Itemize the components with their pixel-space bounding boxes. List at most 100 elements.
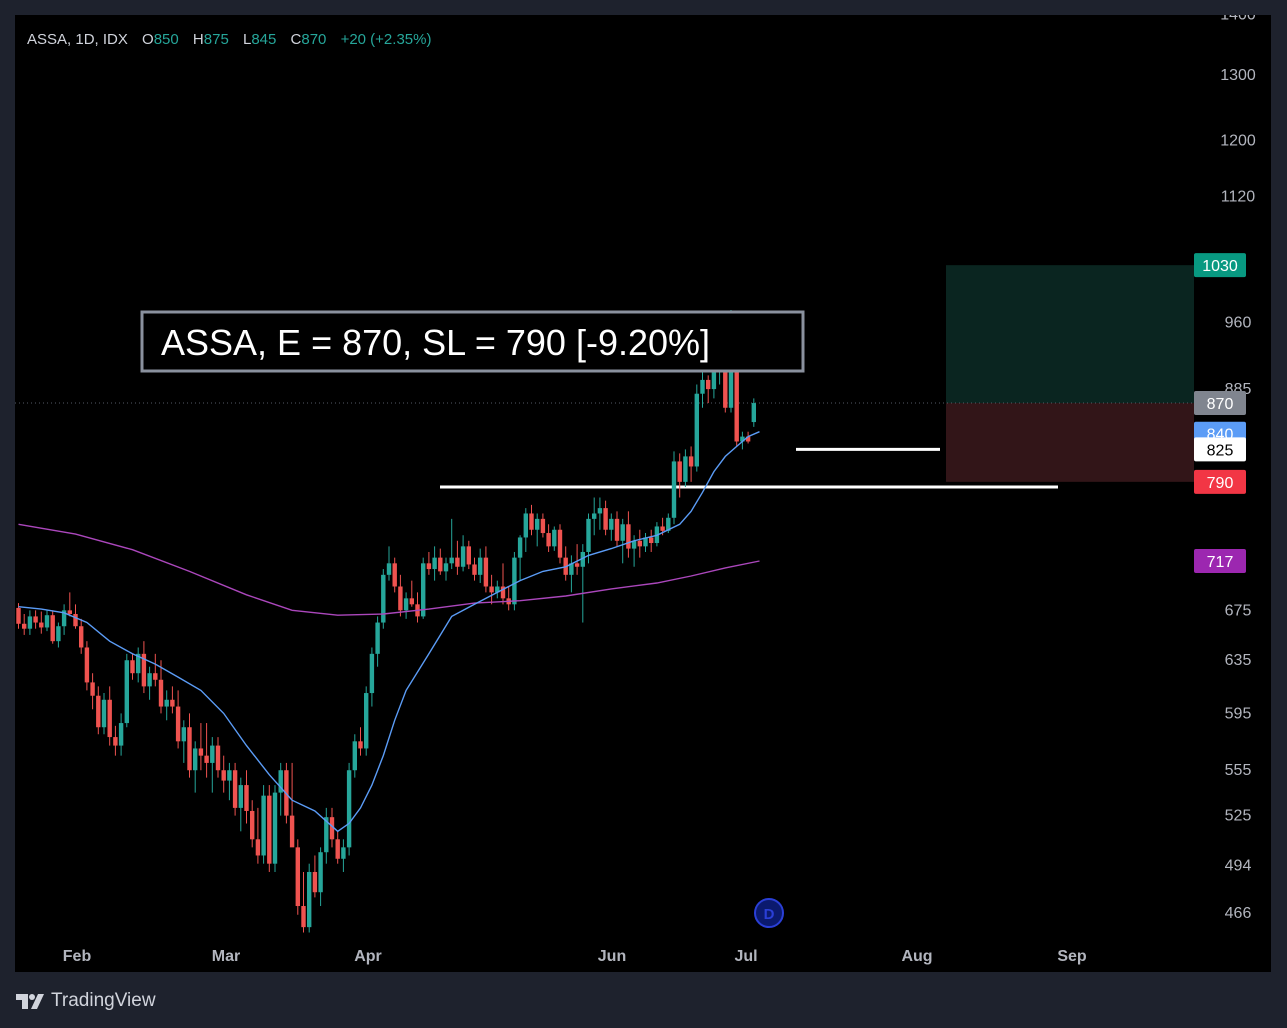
candle[interactable] [141,641,147,694]
candle[interactable] [215,737,221,778]
candle[interactable] [460,535,466,572]
stop-loss-zone[interactable] [946,403,1194,482]
candle[interactable] [569,555,574,593]
candle[interactable] [683,449,688,488]
candle[interactable] [455,540,460,575]
candle[interactable] [409,580,414,607]
candle[interactable] [489,574,494,605]
candle[interactable] [204,723,209,778]
candle[interactable] [318,847,323,907]
ma-fast-line[interactable] [18,431,760,833]
candle[interactable] [198,723,204,771]
candle[interactable] [84,641,90,691]
candle[interactable] [364,686,369,756]
candle[interactable] [557,524,563,564]
support-price-tag[interactable]: 825 [1194,437,1246,462]
candle[interactable] [33,610,38,629]
candle[interactable] [175,690,181,749]
candle[interactable] [335,831,340,864]
candle[interactable] [671,451,677,525]
candle[interactable] [529,504,534,536]
candle[interactable] [118,713,124,756]
candle[interactable] [706,375,711,404]
candle[interactable] [272,785,278,872]
candle[interactable] [61,604,67,635]
candle[interactable] [56,622,61,648]
dividend-event-icon[interactable] [754,898,784,928]
candle[interactable] [164,690,169,721]
candle[interactable] [39,611,44,634]
candle[interactable] [261,785,266,864]
candle[interactable] [324,807,329,864]
candlestick-chart[interactable]: 1400130012001120960885675635595555525494… [15,15,1271,972]
candle[interactable] [67,592,72,617]
candle[interactable] [443,557,449,581]
candle[interactable] [244,770,249,824]
candle[interactable] [341,839,346,872]
candle[interactable] [517,535,523,581]
ma-slow-line[interactable] [18,523,760,616]
candle[interactable] [597,497,603,530]
candle[interactable] [312,855,318,898]
candle[interactable] [381,569,386,629]
candle[interactable] [432,546,437,581]
candle[interactable] [649,529,654,552]
candle[interactable] [124,653,129,728]
candle[interactable] [552,526,557,551]
candle[interactable] [563,546,568,581]
candle[interactable] [603,500,608,536]
candle[interactable] [438,548,443,575]
candle[interactable] [352,734,357,778]
target-zone[interactable] [946,265,1194,404]
tradingview-logo[interactable]: TradingView [15,990,156,1012]
candle[interactable] [136,647,141,683]
candle[interactable] [147,666,152,700]
last-price-tag[interactable]: 870 [1194,391,1246,416]
candle[interactable] [130,653,135,680]
candle[interactable] [22,613,27,635]
candle[interactable] [153,653,158,687]
candle[interactable] [158,660,164,714]
candle[interactable] [113,725,118,756]
annotation-box[interactable] [140,310,805,373]
candle[interactable] [398,574,403,617]
candle[interactable] [295,839,300,915]
candle[interactable] [193,741,198,793]
candle[interactable] [96,686,101,735]
target-price-tag[interactable]: 1030 [1194,253,1246,278]
candle[interactable] [101,693,107,735]
candle[interactable] [483,546,489,593]
candle[interactable] [506,586,511,611]
candle[interactable] [535,513,540,547]
candle[interactable] [44,610,50,632]
candle[interactable] [289,762,295,848]
candle[interactable] [740,431,745,450]
candle[interactable] [478,548,483,583]
candle[interactable] [232,762,238,816]
candle[interactable] [609,513,614,541]
candle[interactable] [250,800,255,848]
candle[interactable] [278,762,283,816]
candle[interactable] [227,762,232,801]
candle[interactable] [307,863,312,933]
candle[interactable] [637,529,642,558]
stop-price-tag[interactable]: 790 [1194,469,1246,494]
candle[interactable] [472,557,477,581]
candle[interactable] [369,647,375,707]
candle[interactable] [466,540,471,570]
candle[interactable] [540,513,546,538]
candle[interactable] [346,762,352,856]
candle[interactable] [745,431,751,444]
candle[interactable] [210,737,215,793]
candle[interactable] [79,618,84,654]
candle[interactable] [694,384,699,472]
chart-frame[interactable]: 1400130012001120960885675635595555525494… [15,15,1271,972]
candle[interactable] [449,518,454,570]
candle[interactable] [751,398,756,427]
candle[interactable] [421,557,426,619]
candle[interactable] [592,497,597,536]
candle[interactable] [677,453,682,498]
candle[interactable] [375,616,380,667]
candle[interactable] [546,524,551,552]
candle[interactable] [614,511,620,547]
